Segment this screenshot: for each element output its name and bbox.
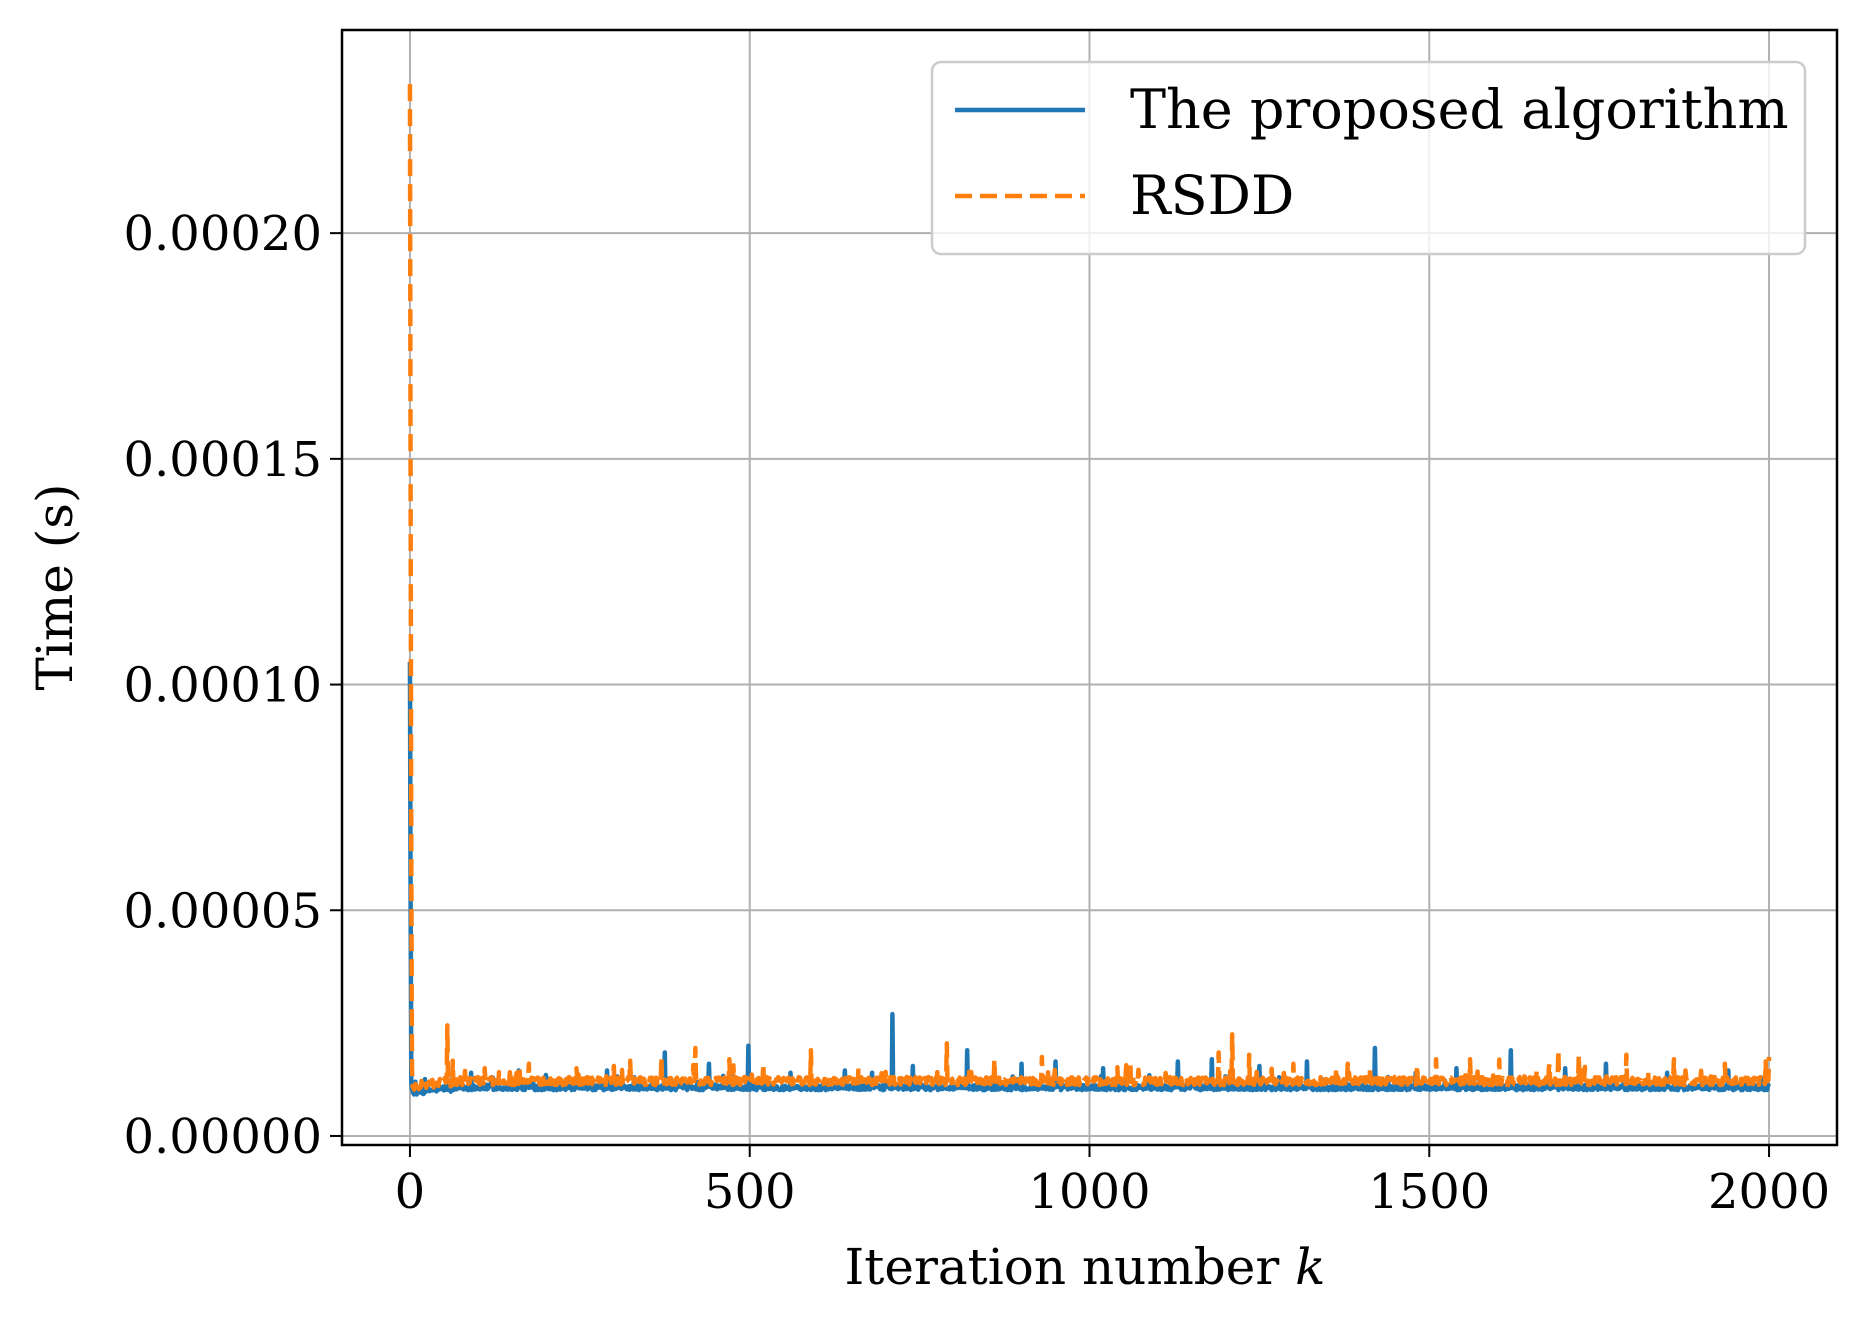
series-line-proposed xyxy=(407,661,1772,1097)
y-tick-label: 0.00020 xyxy=(124,206,323,262)
series-layer xyxy=(407,84,1772,1097)
legend-label-rsdd: RSDD xyxy=(1130,164,1294,227)
y-tick-label: 0.00015 xyxy=(124,432,323,488)
y-tick-label: 0.00010 xyxy=(124,658,323,714)
x-tick-label: 500 xyxy=(704,1164,796,1220)
y-tick-label: 0.00000 xyxy=(124,1109,323,1165)
series-line-rsdd xyxy=(407,84,1772,1092)
legend: The proposed algorithm RSDD xyxy=(930,60,1807,256)
x-axis-label: Iteration number k xyxy=(845,1238,1326,1296)
x-tick-label: 1000 xyxy=(1028,1164,1150,1220)
x-axis-label-text: Iteration number xyxy=(845,1238,1280,1296)
legend-label-proposed: The proposed algorithm xyxy=(1130,78,1789,141)
x-tick-label: 1500 xyxy=(1368,1164,1490,1220)
x-tick-label: 0 xyxy=(395,1164,426,1220)
x-axis-label-variable: k xyxy=(1295,1238,1325,1296)
y-axis-label: Time (s) xyxy=(26,484,84,691)
y-tick-label: 0.00005 xyxy=(124,883,323,939)
x-tick-label: 2000 xyxy=(1708,1164,1830,1220)
ticks: 0 500 1000 1500 2000 0.00000 0.00005 0.00010 0.0… xyxy=(124,206,1831,1220)
legend-box xyxy=(930,60,1807,256)
